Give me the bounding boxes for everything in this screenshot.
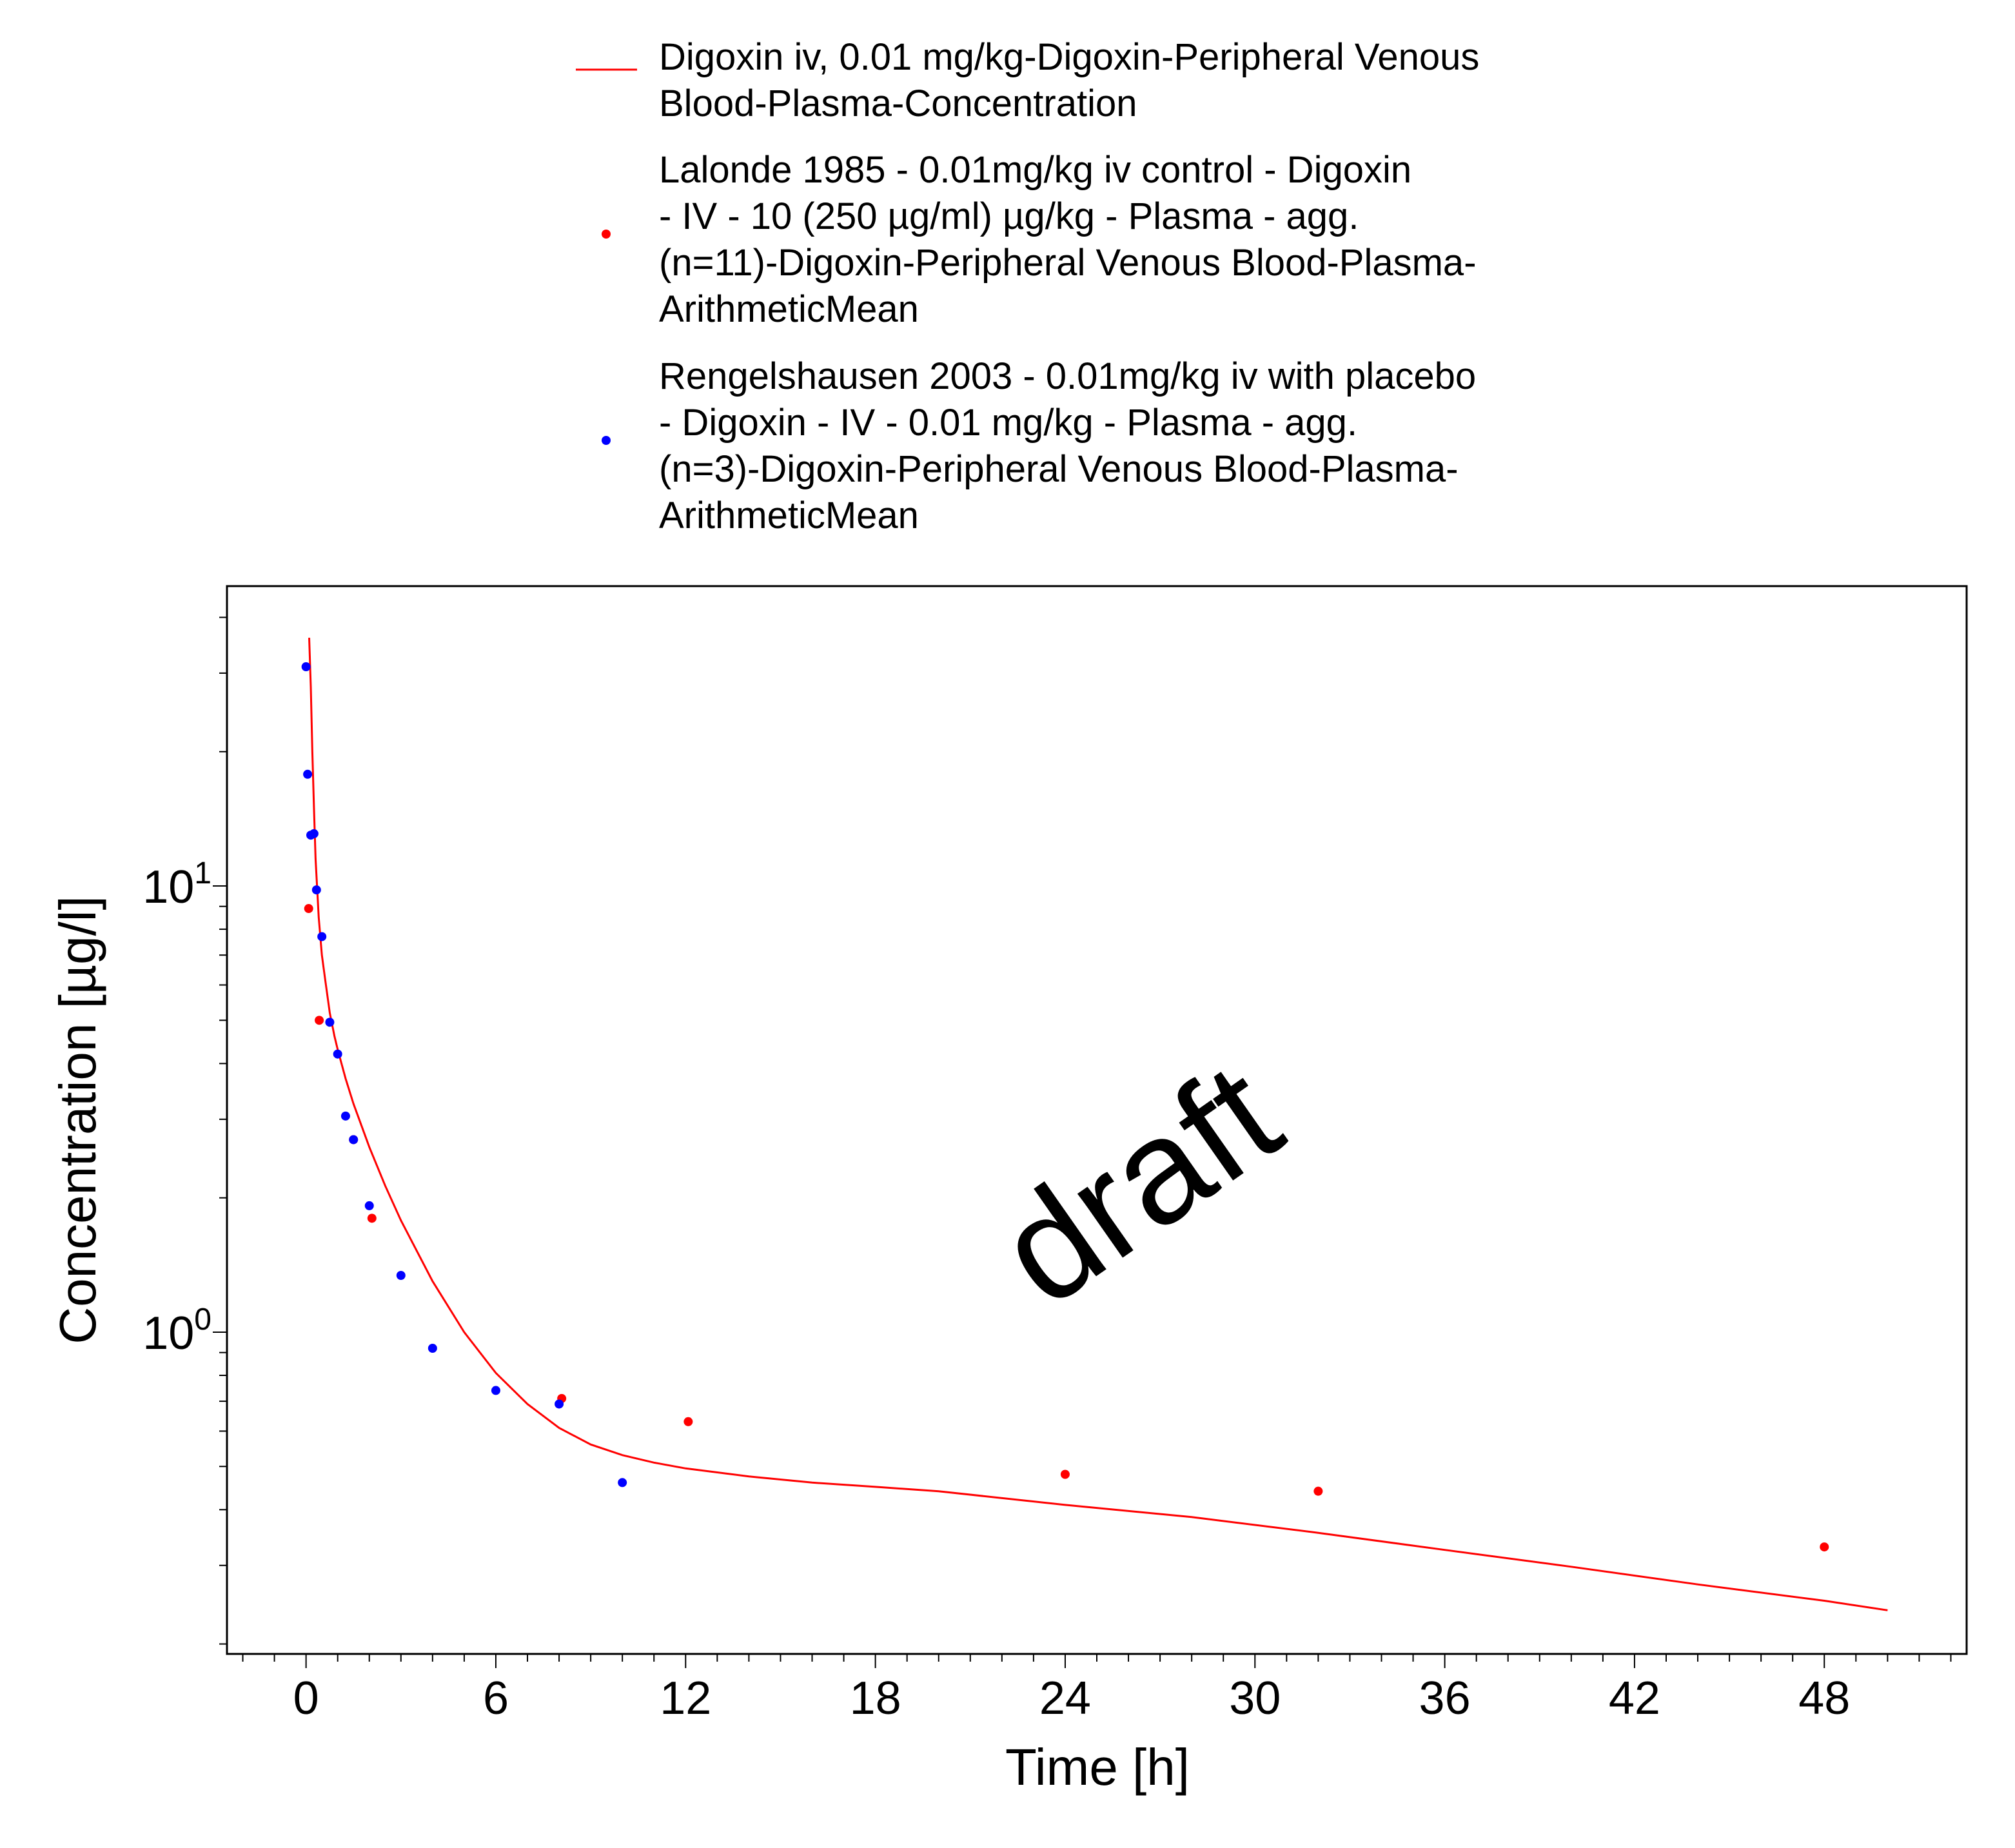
y-tick-label: 100	[143, 1302, 211, 1359]
rengelshausen-data-point	[301, 662, 311, 672]
plot-series	[301, 638, 1888, 1611]
rengelshausen-data-point	[349, 1135, 359, 1145]
y-tick-label: 101	[143, 856, 211, 913]
x-tick-label: 12	[660, 1673, 711, 1724]
legend-dot-marker	[602, 436, 611, 445]
x-tick-label: 42	[1609, 1673, 1660, 1724]
rengelshausen-data-point	[491, 1386, 500, 1395]
simulation-line	[308, 638, 1888, 1611]
x-tick-label: 6	[483, 1673, 509, 1724]
legend-label-lalonde: Lalonde 1985 - 0.01mg/kg iv control - Di…	[659, 149, 1477, 330]
lalonde-data-point	[1820, 1542, 1829, 1552]
rengelshausen-data-point	[340, 1111, 350, 1121]
rengelshausen-data-point	[364, 1201, 374, 1210]
lalonde-data-point	[1060, 1470, 1070, 1479]
axis-tick-labels: 0 6 12 18 24 30 36 42 48 100 101	[143, 856, 1850, 1724]
y-axis-label: Concentration [µg/l]	[49, 896, 106, 1344]
legend-dot-marker	[602, 230, 611, 239]
lalonde-data-point	[1313, 1486, 1323, 1496]
legend-label-rengelshausen: Rengelshausen 2003 - 0.01mg/kg iv with p…	[659, 355, 1476, 536]
x-tick-label: 36	[1419, 1673, 1471, 1724]
x-axis-label: Time [h]	[1005, 1738, 1190, 1796]
legend-label-simulation: Digoxin iv, 0.01 mg/kg-Digoxin-Periphera…	[659, 36, 1479, 124]
x-tick-label: 18	[850, 1673, 901, 1724]
rengelshausen-data-point	[311, 885, 321, 895]
rengelshausen-data-point	[303, 769, 313, 779]
x-tick-label: 48	[1798, 1673, 1850, 1724]
x-tick-label: 30	[1229, 1673, 1281, 1724]
rengelshausen-data-point	[309, 829, 319, 838]
legend: Digoxin iv, 0.01 mg/kg-Digoxin-Periphera…	[576, 36, 1479, 536]
rengelshausen-data-point	[333, 1049, 342, 1059]
rengelshausen-data-point	[325, 1017, 335, 1027]
rengelshausen-data-point	[555, 1399, 564, 1409]
axis-ticks	[213, 616, 1952, 1668]
lalonde-data-point	[304, 904, 313, 914]
lalonde-data-point	[367, 1214, 377, 1223]
x-tick-label: 24	[1039, 1673, 1091, 1724]
rengelshausen-data-point	[396, 1271, 406, 1281]
rengelshausen-data-point	[317, 932, 327, 941]
lalonde-data-point	[315, 1016, 324, 1025]
rengelshausen-data-point	[428, 1344, 437, 1353]
rengelshausen-data-point	[618, 1478, 627, 1488]
lalonde-data-point	[683, 1417, 693, 1426]
x-tick-label: 0	[293, 1673, 319, 1724]
